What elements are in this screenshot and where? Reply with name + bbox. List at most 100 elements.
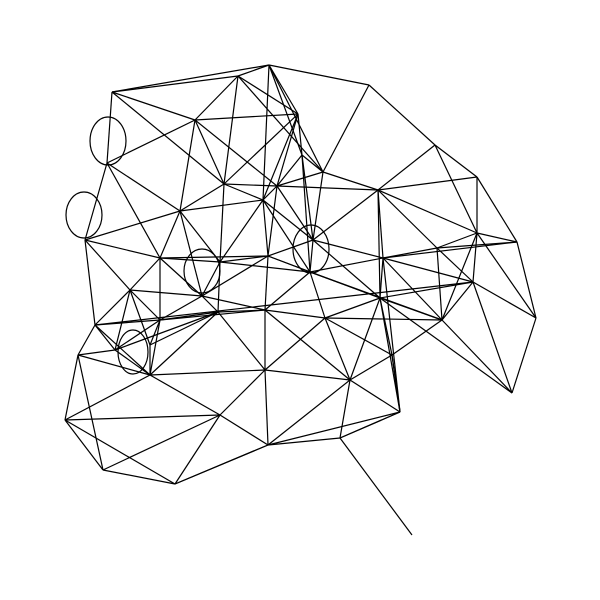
wireframe-edge [179,199,264,212]
wireframe-edge [223,183,278,187]
wireframe-edge [129,289,151,346]
wireframe-edge [382,241,518,259]
wireframe-edge [264,309,326,319]
wireframe-edge [201,261,221,297]
wireframe-edge [219,369,266,416]
wireframe-edge [149,311,219,376]
wireframe-edge [324,317,393,356]
wireframe-edge [379,297,443,321]
wireframe-edge [309,271,326,319]
wireframe-edge [64,414,221,421]
wireframe-edge [219,199,264,263]
wireframe-edge [94,289,131,326]
wireframe-edge [377,144,436,191]
wireframe-edge [267,437,341,446]
wireframe-loop [117,329,149,375]
wireframe-edge [262,64,270,201]
wireframe-edge [94,281,474,326]
wireframe-edge [159,295,203,321]
wireframe-edge [472,232,478,283]
wireframe-edge [84,239,96,326]
wireframe-edge [149,319,161,376]
wireframe-edge [159,210,181,259]
wireframe-edge [264,369,269,446]
wireframe-edge [219,183,225,263]
wireframe-edge [339,437,413,536]
wireframe-edge [472,281,537,319]
wireframe-edge [312,189,379,241]
wireframe-edge [391,319,443,356]
wireframe-edge [174,414,221,485]
wireframe-edge [276,113,299,187]
wireframe-edge [262,185,278,201]
wireframe-edge [94,324,116,351]
wireframe-edge [111,64,270,93]
wireframe-edge [102,469,176,485]
wireframe-edge [276,171,324,187]
wireframe-edge [219,255,269,263]
wireframe-edge [201,295,266,311]
wireframe-edge [339,411,401,439]
wireframe-edge [217,311,266,371]
wireframe-edge [179,183,225,212]
wireframe-edge [349,297,381,381]
wireframe-edge [262,199,269,257]
wireframe-edge [382,257,401,413]
wireframe-edge [84,210,181,241]
wireframe-edge [106,162,161,259]
wireframe-edge [441,232,478,321]
wireframe-edge [114,289,131,351]
wireframe-edge [324,317,351,381]
wireframe-edge [349,354,393,381]
wireframe-edge [159,257,221,263]
wireframe-edge [201,295,219,313]
wireframe-edge [64,419,104,471]
wireframe-edge [476,232,537,319]
wireframe-edge [201,255,269,297]
wireframe-edge [324,297,381,319]
wireframe-edge [264,369,351,381]
wireframe-edge [276,185,379,191]
wireframe-edge [159,255,269,259]
wireframe-edge [159,257,203,297]
wireframe-edge [262,199,311,273]
wireframe-edge [267,379,351,446]
wireframe-edge [84,239,131,291]
wireframe-edge [77,324,96,356]
wireframe-edge [268,64,303,156]
wireframe-edge [77,354,104,471]
wireframe-edge [64,374,151,421]
wireframe-edge [149,311,219,346]
wireframe-edge [267,411,401,446]
wireframe-edge [301,154,314,241]
wireframe-edge [114,311,219,351]
wireframe-edge [382,247,438,259]
wireframe-edge [322,84,370,173]
wireframe-edge [223,183,264,201]
wireframe-edge [382,257,474,283]
wireframe-edge [322,171,379,191]
wireframe-edge [436,247,474,283]
wireframe-edge [264,271,311,311]
wireframe-edge [94,324,151,376]
wireframe-edge [441,319,513,394]
wireframe-edge [217,309,266,313]
wireframe-edge [129,289,203,297]
wireframe-edge [267,185,278,257]
wireframe-edge [114,349,151,376]
wireframe-edge [339,379,351,439]
wireframe-edge [377,189,381,299]
wireframe-edge [264,317,326,371]
wireframe-edge [223,75,239,185]
wireframe-edge [377,189,478,234]
wireframe-edge [129,257,161,291]
wireframe-edge [436,232,478,249]
wireframe-edge [111,75,239,93]
wireframe-edges [64,64,537,536]
wireframe-edge [237,75,324,173]
wireframe-edge [84,239,161,259]
wireframe-edge [276,154,303,187]
wireframe-edge [111,91,196,121]
wireframe-edge [149,319,161,346]
wireframe-edge [379,297,401,413]
